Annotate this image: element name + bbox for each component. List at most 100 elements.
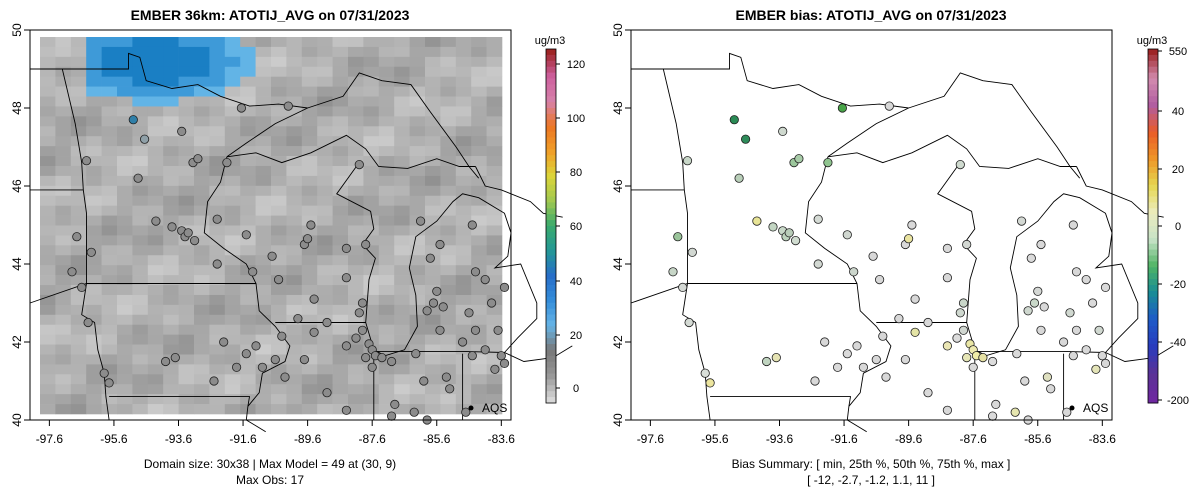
heatmap-cell (70, 195, 87, 206)
heatmap-cell (471, 314, 487, 326)
heatmap-cell (255, 265, 272, 276)
heatmap-cell (194, 195, 210, 206)
colorbar-step (1148, 261, 1158, 268)
heatmap-cell (55, 165, 72, 177)
heatmap-cell (440, 275, 457, 286)
heatmap-cell (117, 294, 133, 306)
heatmap-cell (163, 146, 179, 157)
heatmap-cell (425, 37, 441, 48)
heatmap-cell (70, 156, 87, 167)
heatmap-cell (147, 275, 164, 286)
heatmap-cell (440, 195, 457, 206)
heatmap-cell (394, 364, 410, 375)
heatmap-cell (255, 324, 272, 335)
aqs-site (1033, 286, 1043, 296)
heatmap-cell (240, 165, 256, 177)
aqs-site (874, 274, 885, 285)
heatmap-cell (209, 37, 226, 48)
heatmap-cell (147, 394, 164, 405)
heatmap-cell (86, 235, 102, 246)
aqs-site (161, 356, 171, 367)
heatmap-cell (40, 265, 56, 276)
heatmap-cell (301, 265, 318, 276)
bias-colorbar-unit: ug/m3 (1137, 35, 1168, 47)
heatmap-cell (101, 76, 118, 87)
colorbar-step (1148, 60, 1158, 68)
heatmap-cell (86, 275, 102, 286)
heatmap-cell (332, 116, 349, 127)
heatmap-cell (378, 235, 395, 246)
heatmap-cell (486, 384, 503, 395)
aqs-site (425, 253, 435, 263)
heatmap-cell (194, 86, 210, 97)
heatmap-cell (209, 156, 226, 167)
aqs-site (729, 115, 739, 125)
aqs-site (1094, 325, 1104, 335)
colorbar-step (546, 349, 556, 357)
heatmap-cell (425, 384, 441, 395)
heatmap-cell (70, 225, 87, 236)
heatmap-cell (209, 235, 226, 246)
aqs-site (354, 308, 364, 318)
heatmap-cell (348, 205, 364, 216)
heatmap-cell (132, 275, 149, 286)
heatmap-cell (286, 116, 303, 127)
x-tick-label: -87.6 (359, 432, 387, 446)
heatmap-cell (409, 185, 426, 197)
heatmap-cell (132, 265, 149, 276)
heatmap-cell (301, 285, 318, 296)
heatmap-cell (178, 215, 195, 226)
heatmap-cell (70, 66, 87, 77)
colorbar-step (546, 96, 556, 103)
heatmap-cell (55, 175, 72, 187)
heatmap-cell (425, 225, 441, 236)
heatmap-cell (224, 404, 241, 415)
heatmap-cell (348, 245, 364, 256)
colorbar-step (1148, 49, 1158, 56)
heatmap-cell (348, 195, 364, 206)
heatmap-cell (240, 304, 256, 316)
heatmap-cell (301, 304, 318, 316)
heatmap-cell (301, 66, 318, 77)
aqs-site (386, 411, 397, 421)
heatmap-cell (440, 165, 457, 177)
heatmap-cell (317, 285, 333, 296)
heatmap-cell (486, 304, 503, 316)
heatmap-cell (132, 76, 149, 87)
heatmap-cell (147, 384, 164, 395)
heatmap-cell (286, 146, 303, 157)
heatmap-cell (240, 126, 256, 137)
heatmap-cell (101, 334, 118, 345)
heatmap-cell (55, 265, 72, 276)
aqs-site (813, 259, 823, 269)
aqs-site (270, 354, 280, 365)
heatmap-cell (70, 56, 87, 68)
heatmap-cell (317, 165, 333, 177)
heatmap-cell (209, 275, 226, 286)
aqs-site (422, 306, 432, 316)
heatmap-cell (332, 76, 349, 87)
heatmap-cell (224, 374, 241, 385)
heatmap-cell (363, 126, 380, 137)
heatmap-cell (194, 275, 210, 286)
heatmap-cell (317, 304, 333, 316)
heatmap-cell (286, 344, 303, 355)
heatmap-cell (70, 354, 87, 365)
heatmap-cell (440, 76, 457, 87)
heatmap-cell (255, 136, 272, 147)
heatmap-cell (70, 46, 87, 58)
heatmap-cell (301, 404, 318, 415)
heatmap-cell (240, 195, 256, 206)
heatmap-cell (471, 126, 487, 137)
heatmap-cell (209, 285, 226, 296)
heatmap-cell (147, 46, 164, 58)
colorbar-step (546, 391, 556, 398)
heatmap-cell (255, 66, 272, 77)
heatmap-cell (394, 86, 410, 97)
heatmap-cell (178, 96, 195, 107)
heatmap-cell (455, 106, 472, 117)
heatmap-cell (378, 215, 395, 226)
heatmap-cell (486, 195, 503, 206)
heatmap-cell (86, 66, 102, 77)
heatmap-cell (440, 66, 457, 77)
